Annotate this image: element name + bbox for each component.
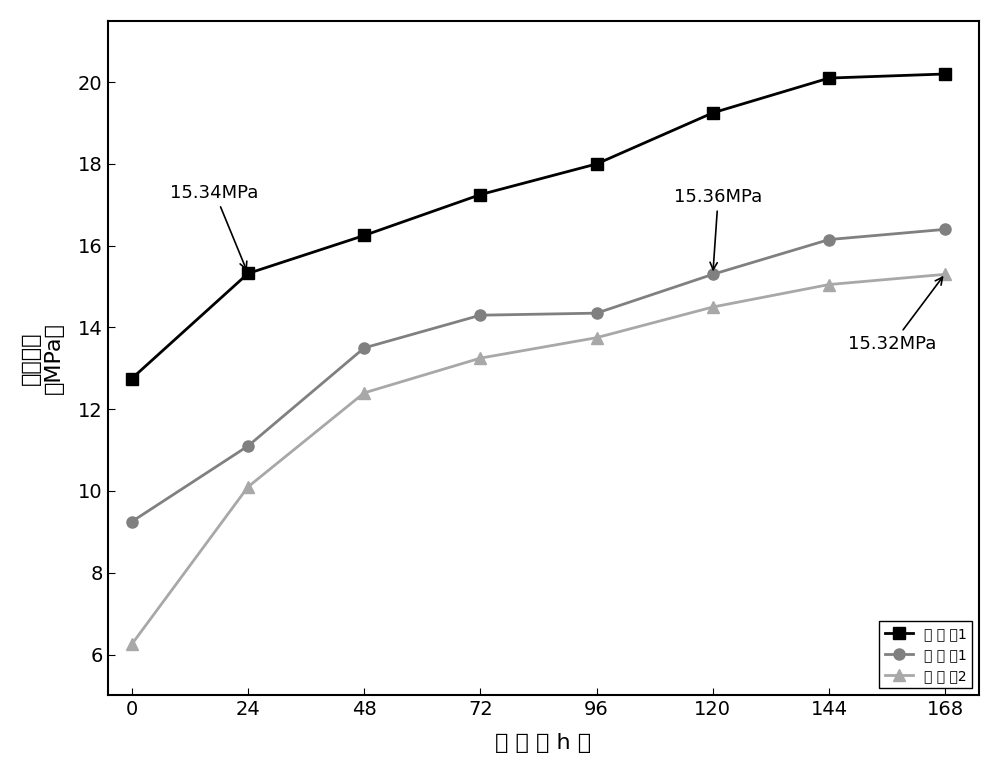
对 比 例2 bbox=[474, 354, 486, 363]
对 比 例2 bbox=[823, 280, 835, 289]
对 比 例1 bbox=[939, 224, 951, 234]
Line: 对 比 例2: 对 比 例2 bbox=[126, 269, 951, 650]
Legend: 实 施 例1, 对 比 例1, 对 比 例2: 实 施 例1, 对 比 例1, 对 比 例2 bbox=[879, 622, 972, 688]
Y-axis label: 弯曲强度
（MPa）: 弯曲强度 （MPa） bbox=[21, 322, 64, 394]
实 施 例1 bbox=[939, 70, 951, 79]
实 施 例1 bbox=[358, 231, 370, 240]
Line: 对 比 例1: 对 比 例1 bbox=[126, 224, 951, 527]
对 比 例1 bbox=[474, 310, 486, 320]
对 比 例1 bbox=[823, 235, 835, 245]
对 比 例2 bbox=[707, 303, 719, 312]
对 比 例2 bbox=[126, 639, 138, 649]
X-axis label: 时 间 （ h ）: 时 间 （ h ） bbox=[495, 733, 591, 753]
Text: 15.36MPa: 15.36MPa bbox=[674, 187, 762, 269]
对 比 例1 bbox=[591, 309, 603, 318]
对 比 例1 bbox=[707, 269, 719, 279]
实 施 例1 bbox=[126, 374, 138, 383]
Text: 15.32MPa: 15.32MPa bbox=[848, 277, 942, 353]
实 施 例1 bbox=[707, 108, 719, 118]
实 施 例1 bbox=[242, 269, 254, 278]
对 比 例1 bbox=[358, 343, 370, 352]
对 比 例2 bbox=[939, 269, 951, 279]
Text: 15.34MPa: 15.34MPa bbox=[170, 183, 259, 269]
对 比 例2 bbox=[358, 389, 370, 398]
对 比 例1 bbox=[126, 517, 138, 526]
对 比 例1 bbox=[242, 441, 254, 450]
对 比 例2 bbox=[591, 333, 603, 342]
Line: 实 施 例1: 实 施 例1 bbox=[126, 68, 951, 384]
实 施 例1 bbox=[823, 74, 835, 83]
实 施 例1 bbox=[474, 190, 486, 199]
对 比 例2 bbox=[242, 482, 254, 491]
实 施 例1 bbox=[591, 159, 603, 169]
